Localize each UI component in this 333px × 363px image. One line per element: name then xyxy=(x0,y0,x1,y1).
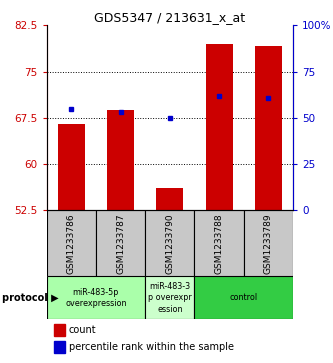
Bar xyxy=(205,44,233,211)
Text: GSM1233786: GSM1233786 xyxy=(67,213,76,274)
Bar xyxy=(47,277,145,319)
Bar xyxy=(244,211,293,277)
Text: protocol ▶: protocol ▶ xyxy=(2,293,58,303)
Bar xyxy=(96,211,145,277)
Text: count: count xyxy=(69,325,97,335)
Bar xyxy=(194,277,293,319)
Text: percentile rank within the sample: percentile rank within the sample xyxy=(69,342,234,352)
Text: control: control xyxy=(230,293,258,302)
Bar xyxy=(156,188,183,211)
Bar xyxy=(255,46,282,211)
Bar xyxy=(58,124,85,211)
Bar xyxy=(194,211,244,277)
Text: miR-483-5p
overexpression: miR-483-5p overexpression xyxy=(65,288,127,308)
Text: GSM1233790: GSM1233790 xyxy=(165,213,174,274)
Text: GSM1233788: GSM1233788 xyxy=(214,213,224,274)
Text: GSM1233789: GSM1233789 xyxy=(264,213,273,274)
Bar xyxy=(107,110,134,211)
Title: GDS5347 / 213631_x_at: GDS5347 / 213631_x_at xyxy=(94,11,245,24)
Bar xyxy=(145,211,194,277)
Bar xyxy=(47,211,96,277)
Bar xyxy=(54,341,65,353)
Bar xyxy=(145,277,194,319)
Text: GSM1233787: GSM1233787 xyxy=(116,213,125,274)
Bar xyxy=(54,324,65,336)
Text: miR-483-3
p overexpr
ession: miR-483-3 p overexpr ession xyxy=(148,282,192,314)
